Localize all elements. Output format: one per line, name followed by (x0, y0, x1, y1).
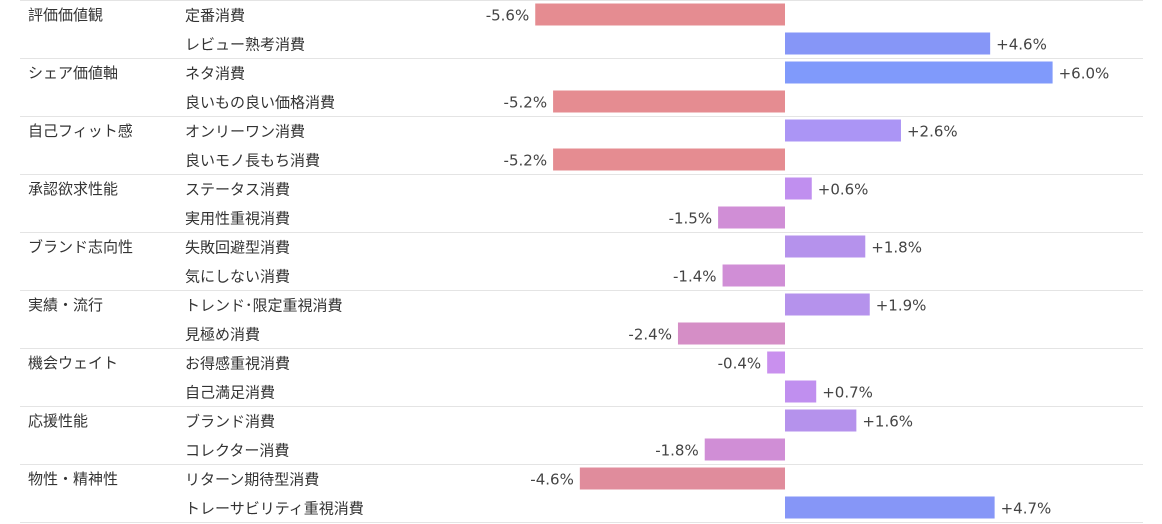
bar (767, 351, 785, 374)
value-label: -0.4% (718, 355, 762, 373)
row-label: トレンド･限定重視消費 (185, 297, 343, 315)
bar (553, 148, 785, 171)
row-label: 良いモノ長もち消費 (185, 152, 320, 170)
bar (785, 61, 1053, 84)
row-label: 定番消費 (185, 7, 245, 25)
value-label: -1.8% (655, 442, 699, 460)
value-label: +1.9% (876, 297, 927, 315)
bar (785, 235, 866, 258)
value-label: +0.6% (818, 181, 869, 199)
value-label: -5.6% (486, 7, 530, 25)
row-label: 失敗回避型消費 (185, 239, 290, 257)
group-label: 物性・精神性 (28, 470, 118, 488)
value-label: +4.6% (996, 36, 1047, 54)
row-label: 良いもの良い価格消費 (185, 94, 335, 112)
value-label: -5.2% (504, 94, 548, 112)
value-label: +6.0% (1059, 65, 1110, 83)
group-label: シェア価値軸 (28, 64, 118, 82)
row-label: オンリーワン消費 (185, 123, 305, 141)
row-label: リターン期待型消費 (185, 471, 319, 489)
row-label: 自己満足消費 (185, 384, 275, 402)
bar (535, 3, 785, 26)
value-label: -4.6% (530, 471, 574, 489)
bar (704, 438, 785, 461)
bar (785, 177, 812, 200)
group-label: 機会ウェイト (28, 354, 118, 372)
group-label: 自己フィット感 (28, 122, 133, 140)
bar (785, 409, 857, 432)
row-label: 見極め消費 (185, 326, 260, 344)
value-label: +1.6% (862, 413, 913, 431)
row-label: お得感重視消費 (185, 355, 290, 373)
row-label: ネタ消費 (185, 65, 245, 83)
bar (785, 119, 901, 142)
value-label: -2.4% (628, 326, 672, 344)
bar (579, 467, 785, 490)
row-label: レビュー熟考消費 (185, 36, 305, 54)
bar (785, 496, 995, 519)
row-label: ブランド消費 (185, 413, 275, 431)
bar (785, 32, 991, 55)
group-label: ブランド志向性 (28, 238, 133, 256)
value-label: +2.6% (907, 123, 958, 141)
value-label: -5.2% (504, 152, 548, 170)
row-label: 気にしない消費 (185, 268, 290, 286)
value-label: -1.5% (669, 210, 713, 228)
value-label: +1.8% (871, 239, 922, 257)
value-label: -1.4% (673, 268, 717, 286)
row-label: 実用性重視消費 (185, 210, 290, 228)
group-label: 承認欲求性能 (28, 180, 118, 198)
value-label: +4.7% (1001, 500, 1052, 518)
bar (553, 90, 785, 113)
bar (677, 322, 785, 345)
row-label: コレクター消費 (185, 442, 289, 460)
row-label: ステータス消費 (185, 181, 290, 199)
bar (785, 380, 817, 403)
group-label: 実績・流行 (28, 296, 103, 314)
bar (722, 264, 785, 287)
bar (785, 293, 870, 316)
value-label: +0.7% (822, 384, 873, 402)
bar (718, 206, 785, 229)
row-label: トレーサビリティ重視消費 (185, 500, 364, 518)
group-label: 応援性能 (28, 412, 88, 430)
group-label: 評価価値観 (28, 6, 103, 24)
